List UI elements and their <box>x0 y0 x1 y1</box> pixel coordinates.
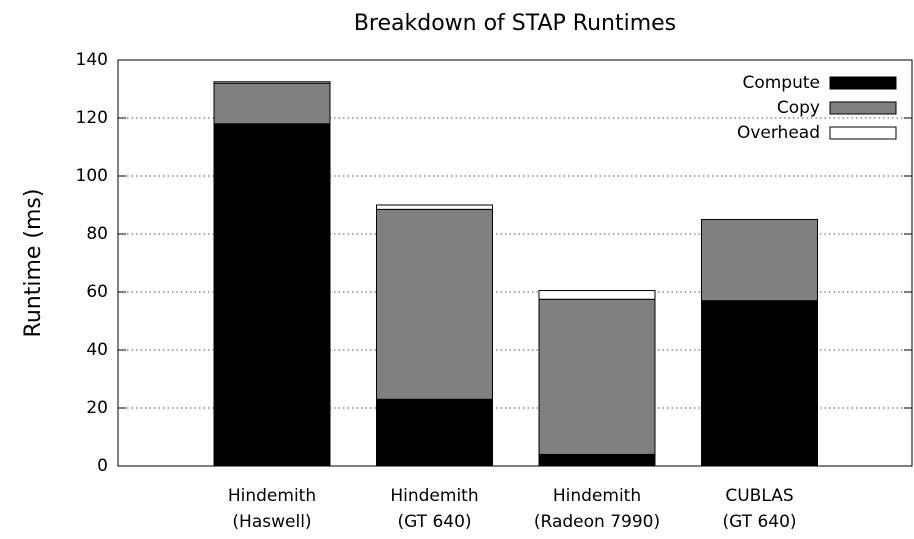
x-tick-label-line: CUBLAS <box>725 486 793 506</box>
bar-segment <box>701 300 818 467</box>
y-tick-label: 140 <box>76 50 108 70</box>
y-tick-label: 100 <box>76 166 108 186</box>
x-tick-label: CUBLAS (GT 640) <box>722 486 796 532</box>
bar-segment <box>376 398 493 467</box>
x-tick-label-line: (Radeon 7990) <box>534 512 660 532</box>
y-tick-label: 0 <box>97 456 108 476</box>
x-tick-label: Hindemith (Haswell) <box>228 486 316 532</box>
plot-frame <box>117 59 913 467</box>
legend-swatch <box>829 76 897 90</box>
bar-segment <box>538 298 656 455</box>
bar-segment <box>538 290 656 300</box>
x-tick-label-line: (GT 640) <box>397 512 471 532</box>
bar-segment <box>213 123 331 467</box>
x-tick-label-line: (GT 640) <box>722 512 796 532</box>
chart-title: Breakdown of STAP Runtimes <box>354 11 676 36</box>
y-tick-label: 20 <box>86 398 108 418</box>
x-tick-label-line: Hindemith <box>553 486 641 506</box>
bar-segment <box>213 81 331 84</box>
bar-segment <box>538 453 656 467</box>
bar-segment <box>701 219 818 302</box>
legend-swatch <box>829 126 897 140</box>
x-tick-label-line: (Haswell) <box>232 512 311 532</box>
bar-segment <box>376 204 493 210</box>
legend-swatch <box>829 101 897 115</box>
legend-label: Overhead <box>737 123 820 143</box>
legend-label: Compute <box>742 73 820 93</box>
x-tick-label-line: Hindemith <box>228 486 316 506</box>
y-tick-label: 120 <box>76 108 108 128</box>
y-tick-label: 80 <box>86 224 108 244</box>
y-axis-label: Runtime (ms) <box>21 189 46 338</box>
x-tick-label: Hindemith (GT 640) <box>390 486 478 532</box>
y-tick-label: 40 <box>86 340 108 360</box>
bar-segment <box>376 208 493 400</box>
x-tick-label-line: Hindemith <box>390 486 478 506</box>
legend-label: Copy <box>777 98 820 118</box>
x-tick-label: Hindemith (Radeon 7990) <box>534 486 660 532</box>
y-tick-label: 60 <box>86 282 108 302</box>
bar-segment <box>213 82 331 125</box>
